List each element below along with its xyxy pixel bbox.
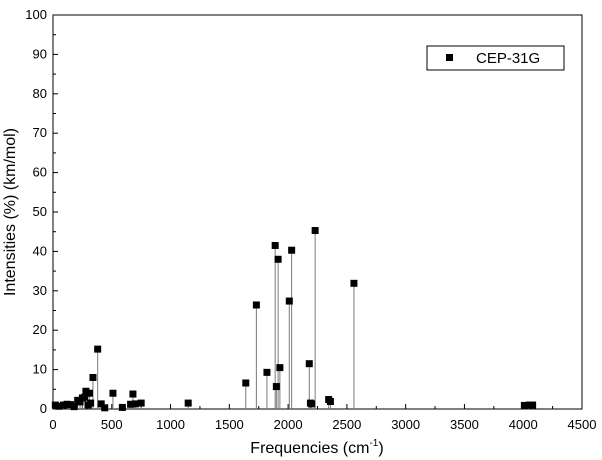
data-point — [118, 403, 126, 411]
y-tick-label: 10 — [33, 362, 47, 377]
y-tick-label: 50 — [33, 204, 47, 219]
data-point — [184, 399, 192, 407]
data-point — [97, 400, 105, 408]
data-point — [76, 398, 84, 406]
y-tick-label: 100 — [25, 7, 47, 22]
x-tick-label: 3000 — [391, 417, 420, 432]
legend-marker — [446, 54, 453, 61]
data-point — [529, 401, 537, 409]
data-point — [67, 401, 75, 409]
data-point — [127, 400, 135, 408]
data-point — [82, 387, 90, 395]
data-point — [70, 403, 78, 411]
x-axis-title: Frequencies (cm-1) — [250, 438, 383, 457]
data-point — [85, 389, 93, 397]
data-point — [51, 401, 59, 409]
data-point — [89, 373, 97, 381]
x-tick-label: 3500 — [450, 417, 479, 432]
y-tick-label: 60 — [33, 165, 47, 180]
legend: CEP-31G — [426, 45, 565, 71]
data-point — [101, 404, 109, 412]
data-point — [276, 364, 284, 372]
x-tick-label: 4500 — [568, 417, 597, 432]
y-tick-label: 30 — [33, 283, 47, 298]
data-point — [305, 360, 313, 368]
legend-label: CEP-31G — [476, 50, 540, 67]
data-point — [520, 401, 528, 409]
data-point — [242, 379, 250, 387]
x-tick-label: 2000 — [274, 417, 303, 432]
y-tick-label: 20 — [33, 322, 47, 337]
data-point — [288, 246, 296, 254]
data-markers — [51, 227, 537, 412]
x-axis: 0 500 1000 1500 2000 2500 3000 3500 4000 4500 — [49, 404, 596, 432]
data-point — [137, 399, 145, 407]
y-tick-label: 80 — [33, 86, 47, 101]
data-point — [81, 393, 89, 401]
data-point — [60, 401, 68, 409]
data-point — [271, 241, 279, 249]
data-point — [326, 398, 334, 406]
data-point — [55, 402, 63, 410]
data-point — [285, 297, 293, 305]
y-axis: 0 10 20 30 40 50 60 70 80 90 100 — [25, 7, 58, 416]
data-point — [252, 301, 260, 309]
plot-area — [52, 14, 583, 410]
x-tick-label: 500 — [101, 417, 123, 432]
data-point — [525, 401, 533, 409]
x-tick-label: 2500 — [332, 417, 361, 432]
x-tick-label: 0 — [49, 417, 56, 432]
data-point — [129, 390, 137, 398]
data-point — [131, 400, 139, 408]
data-point — [311, 227, 319, 235]
data-point — [308, 400, 316, 408]
x-tick-label: 1500 — [215, 417, 244, 432]
y-tick-label: 0 — [40, 401, 47, 416]
y-tick-label: 70 — [33, 125, 47, 140]
y-tick-label: 40 — [33, 243, 47, 258]
data-point — [263, 368, 271, 376]
data-point — [109, 389, 117, 397]
data-point — [63, 400, 71, 408]
y-axis-title: Intensities (%) (km/mol) — [2, 128, 19, 296]
data-point — [274, 255, 282, 263]
data-point — [272, 383, 280, 391]
data-point — [87, 399, 95, 407]
x-tick-label: 4000 — [509, 417, 538, 432]
x-tick-label: 1000 — [156, 417, 185, 432]
y-tick-label: 90 — [33, 46, 47, 61]
data-point — [350, 279, 358, 287]
data-point — [94, 345, 102, 353]
